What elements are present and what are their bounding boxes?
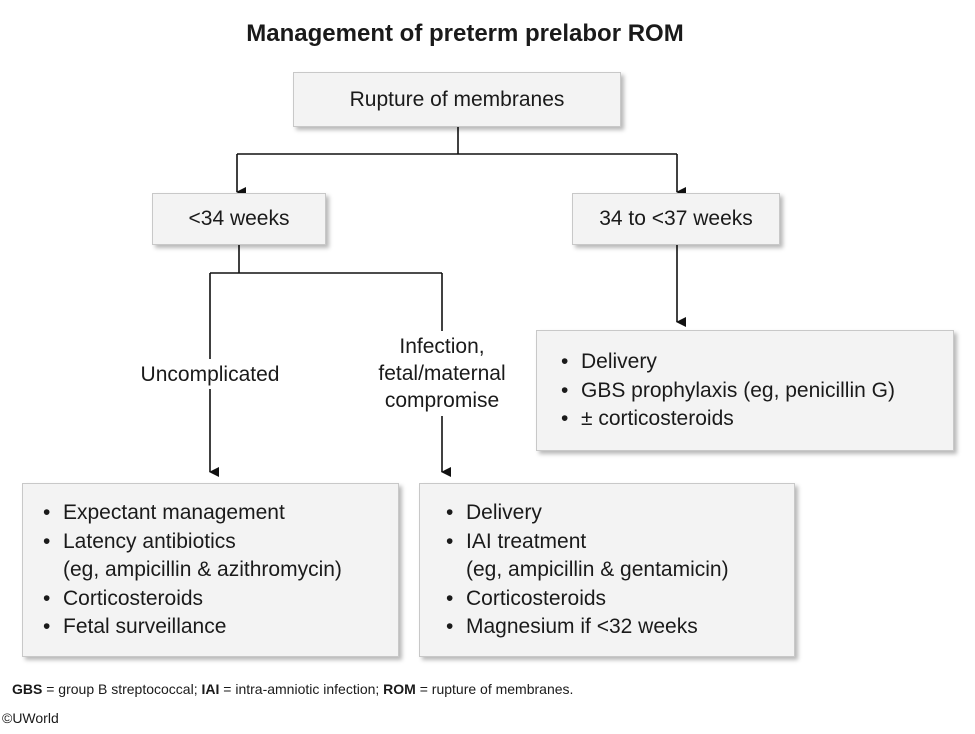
list-item: Fetal surveillance: [39, 613, 398, 642]
list-item: Latency antibiotics: [39, 528, 398, 557]
infection-label-line-1: Infection,: [399, 335, 485, 358]
diagram-title: Management of preterm prelabor ROM: [246, 20, 684, 47]
footnote-text: = group B streptococcal;: [42, 681, 202, 697]
list-item: Delivery: [557, 348, 953, 377]
late-management-box: Delivery GBS prophylaxis (eg, penicillin…: [536, 330, 954, 451]
list-item: Magnesium if <32 weeks: [442, 613, 794, 642]
copyright-notice: ©UWorld: [2, 710, 59, 726]
list-item: Delivery: [442, 499, 794, 528]
footnote-text: = rupture of membranes.: [415, 681, 574, 697]
footnote-abbr: GBS: [12, 681, 43, 697]
infection-label-line-2: fetal/maternal: [378, 362, 506, 385]
list-item: Corticosteroids: [39, 585, 398, 614]
lt34-node: <34 weeks: [152, 193, 326, 245]
list-item-detail: (eg, ampicillin & gentamicin): [466, 558, 729, 581]
root-node-label: Rupture of membranes: [349, 87, 565, 111]
lt34-node-label: <34 weeks: [188, 207, 290, 230]
infection-label-line-3: compromise: [384, 389, 500, 412]
list-item: Corticosteroids: [442, 585, 794, 614]
list-item: GBS prophylaxis (eg, penicillin G): [557, 377, 953, 406]
list-item: Expectant management: [39, 499, 398, 528]
late-management-list: Delivery GBS prophylaxis (eg, penicillin…: [557, 348, 953, 434]
infection-management-list: Delivery IAI treatment (eg, ampicillin &…: [442, 499, 794, 642]
list-item: ± corticosteroids: [557, 405, 953, 434]
footnote-abbr: IAI: [201, 681, 220, 697]
uncomplicated-label: Uncomplicated: [140, 363, 280, 386]
uncomplicated-management-list: Expectant management Latency antibiotics…: [39, 499, 398, 642]
footnote-abbr: ROM: [383, 681, 416, 697]
infection-management-box: Delivery IAI treatment (eg, ampicillin &…: [419, 483, 795, 657]
footnote-text: = intra-amniotic infection;: [219, 681, 384, 697]
list-item-detail: (eg, ampicillin & azithromycin): [63, 558, 342, 581]
infection-label: Infection, fetal/maternal compromise: [352, 333, 532, 414]
late-node: 34 to <37 weeks: [572, 193, 780, 245]
abbreviation-footnote: GBS = group B streptococcal; IAI = intra…: [12, 681, 573, 697]
late-node-label: 34 to <37 weeks: [599, 207, 753, 230]
uncomplicated-management-box: Expectant management Latency antibiotics…: [22, 483, 399, 657]
list-item: IAI treatment: [442, 528, 794, 557]
root-node: Rupture of membranes: [293, 72, 621, 127]
